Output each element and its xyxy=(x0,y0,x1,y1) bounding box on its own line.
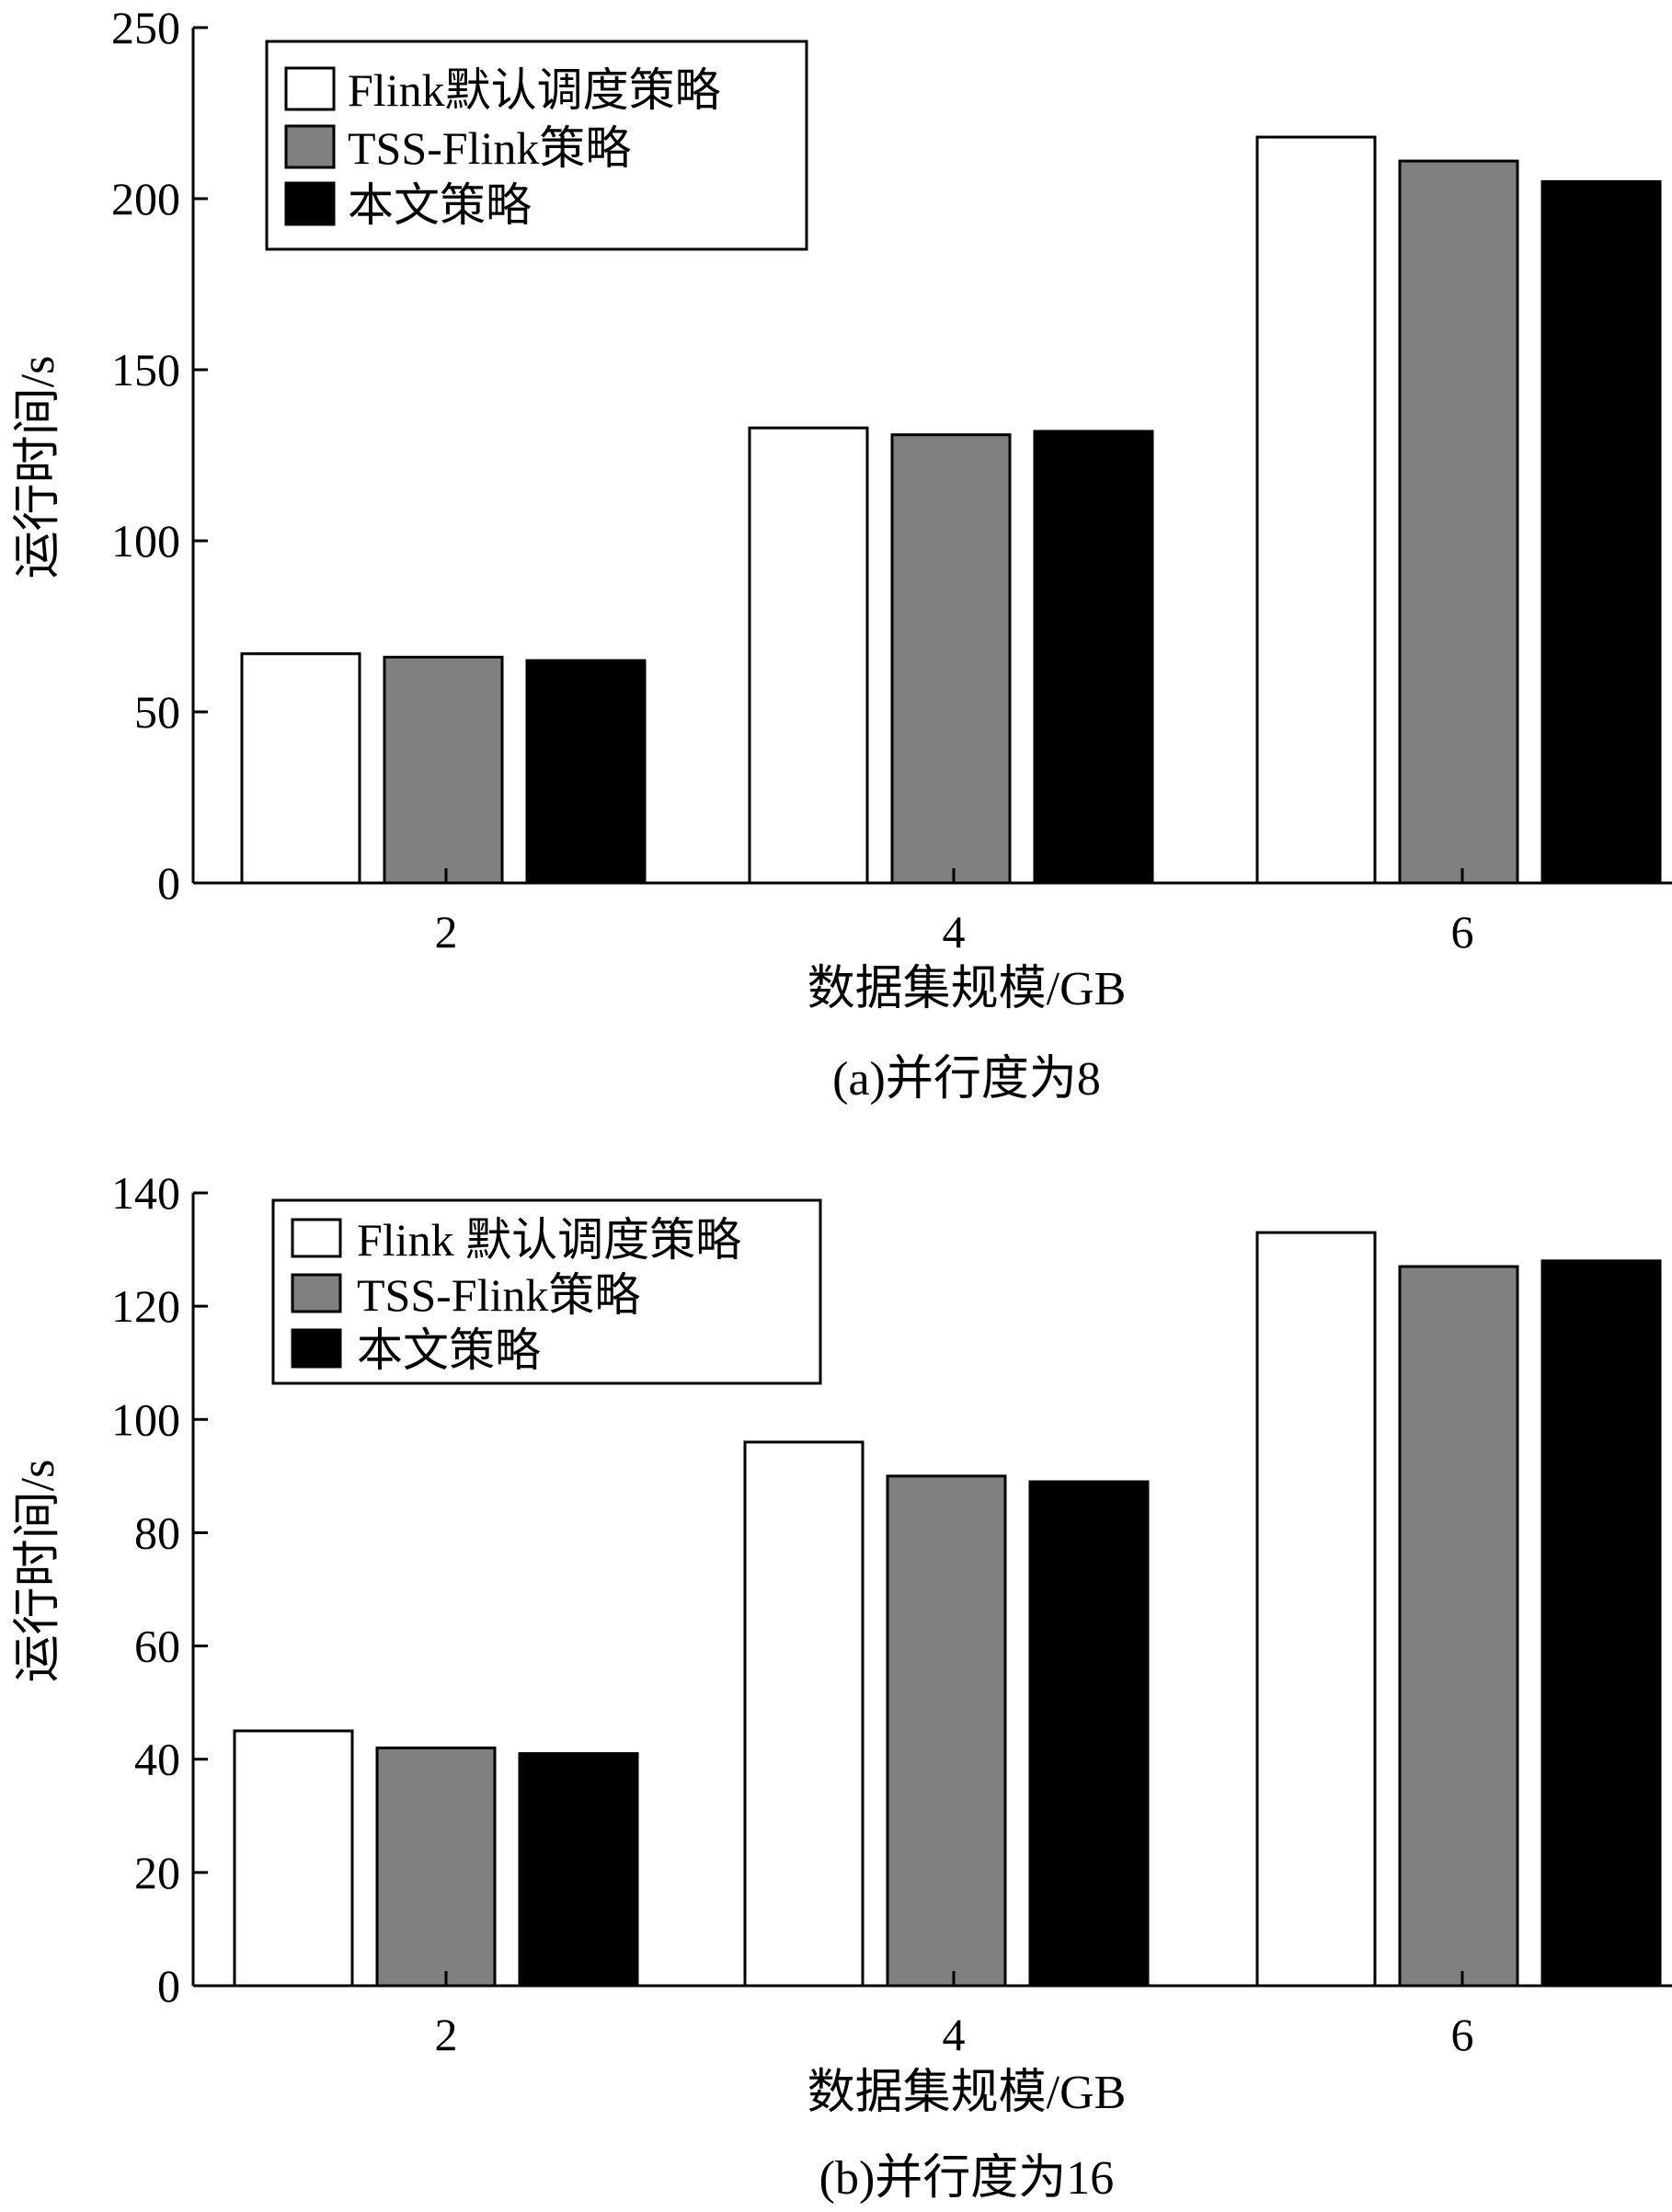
x-tick-label: 4 xyxy=(943,2009,966,2060)
bar xyxy=(1540,179,1662,885)
bar xyxy=(1255,1231,1377,1988)
chart-b-caption: (b)并行度为16 xyxy=(819,2152,1115,2205)
y-tick-label: 40 xyxy=(134,1734,180,1785)
chart-b-y-axis-title: 运行时间/s xyxy=(12,1460,64,1683)
chart-a-x-axis-title: 数据集规模/GB xyxy=(807,963,1127,1015)
y-tick-label: 150 xyxy=(111,344,180,395)
y-tick-label: 200 xyxy=(111,173,180,224)
y-tick-label: 80 xyxy=(134,1507,180,1558)
chart-a-legend-swatch-2 xyxy=(284,181,336,226)
chart-b-bars xyxy=(233,1231,1662,1988)
chart-b-legend-label-0: Flink 默认调度策略 xyxy=(357,1214,741,1266)
bar xyxy=(1028,1480,1150,1988)
bar xyxy=(1540,1259,1662,1988)
y-tick-label: 60 xyxy=(134,1621,180,1672)
bar xyxy=(886,1474,1007,1988)
chart-b-legend-box xyxy=(271,1198,822,1385)
chart-a-x-ticks: 2 4 6 xyxy=(435,868,1474,957)
x-tick-label: 2 xyxy=(435,2009,458,2060)
bar xyxy=(375,1746,497,1988)
chart-a-legend-swatch-1 xyxy=(284,124,336,169)
y-tick-label: 0 xyxy=(157,857,180,909)
chart-a-legend-box xyxy=(265,40,808,251)
chart-b-y-ticks: 0 20 40 60 80 100 120 140 xyxy=(111,1167,208,2011)
y-tick-label: 0 xyxy=(157,1960,180,2011)
bar xyxy=(1398,1265,1519,1988)
bar xyxy=(518,1752,639,1988)
chart-b-legend-label-2: 本文策略 xyxy=(357,1324,541,1376)
bar xyxy=(383,655,504,885)
y-tick-label: 140 xyxy=(111,1167,180,1219)
bar xyxy=(1033,430,1154,885)
y-tick-label: 120 xyxy=(111,1280,180,1332)
chart-b-legend-swatch-2 xyxy=(291,1328,342,1369)
bar xyxy=(1255,135,1377,885)
bar xyxy=(233,1729,354,1988)
y-tick-label: 100 xyxy=(111,515,180,567)
chart-a-bars xyxy=(240,135,1662,885)
bar xyxy=(525,659,647,885)
chart-b-legend: Flink 默认调度策略 TSS-Flink策略 本文策略 xyxy=(271,1198,822,1385)
chart-a-legend-swatch-0 xyxy=(284,66,336,111)
chart-b: 0 20 40 60 80 100 120 140 2 4 6 运行时间/s 数据集规模/GB (… xyxy=(12,1167,1672,2205)
chart-b-legend-swatch-0 xyxy=(291,1218,342,1258)
x-tick-label: 2 xyxy=(435,906,458,957)
bar xyxy=(890,433,1012,885)
chart-a-legend-label-0: Flink默认调度策略 xyxy=(348,64,721,116)
chart-b-legend-label-1: TSS-Flink策略 xyxy=(357,1269,640,1321)
y-tick-label: 250 xyxy=(111,2,180,53)
x-tick-label: 6 xyxy=(1451,906,1474,957)
y-tick-label: 50 xyxy=(134,686,180,738)
chart-a-legend: Flink默认调度策略 TSS-Flink策略 本文策略 xyxy=(265,40,808,251)
chart-b-x-axis-title: 数据集规模/GB xyxy=(807,2067,1127,2119)
y-tick-label: 100 xyxy=(111,1393,180,1445)
bar xyxy=(748,426,869,885)
y-tick-label: 20 xyxy=(134,1847,180,1898)
bar xyxy=(1398,159,1519,885)
chart-a: 0 50 100 150 200 250 2 4 6 运行时间/s 数据集规模/GB (a)并… xyxy=(12,2,1672,1106)
chart-b-x-ticks: 2 4 6 xyxy=(435,1971,1474,2060)
x-tick-label: 4 xyxy=(943,906,966,957)
bar xyxy=(240,652,361,885)
x-tick-label: 6 xyxy=(1451,2009,1474,2060)
chart-a-y-axis-title: 运行时间/s xyxy=(12,356,64,579)
chart-b-legend-swatch-1 xyxy=(291,1273,342,1313)
bar xyxy=(743,1440,865,1988)
chart-a-legend-label-2: 本文策略 xyxy=(348,179,532,231)
chart-a-y-ticks: 0 50 100 150 200 250 xyxy=(111,2,208,909)
chart-a-legend-label-1: TSS-Flink策略 xyxy=(348,122,631,174)
chart-a-caption: (a)并行度为8 xyxy=(832,1053,1101,1106)
